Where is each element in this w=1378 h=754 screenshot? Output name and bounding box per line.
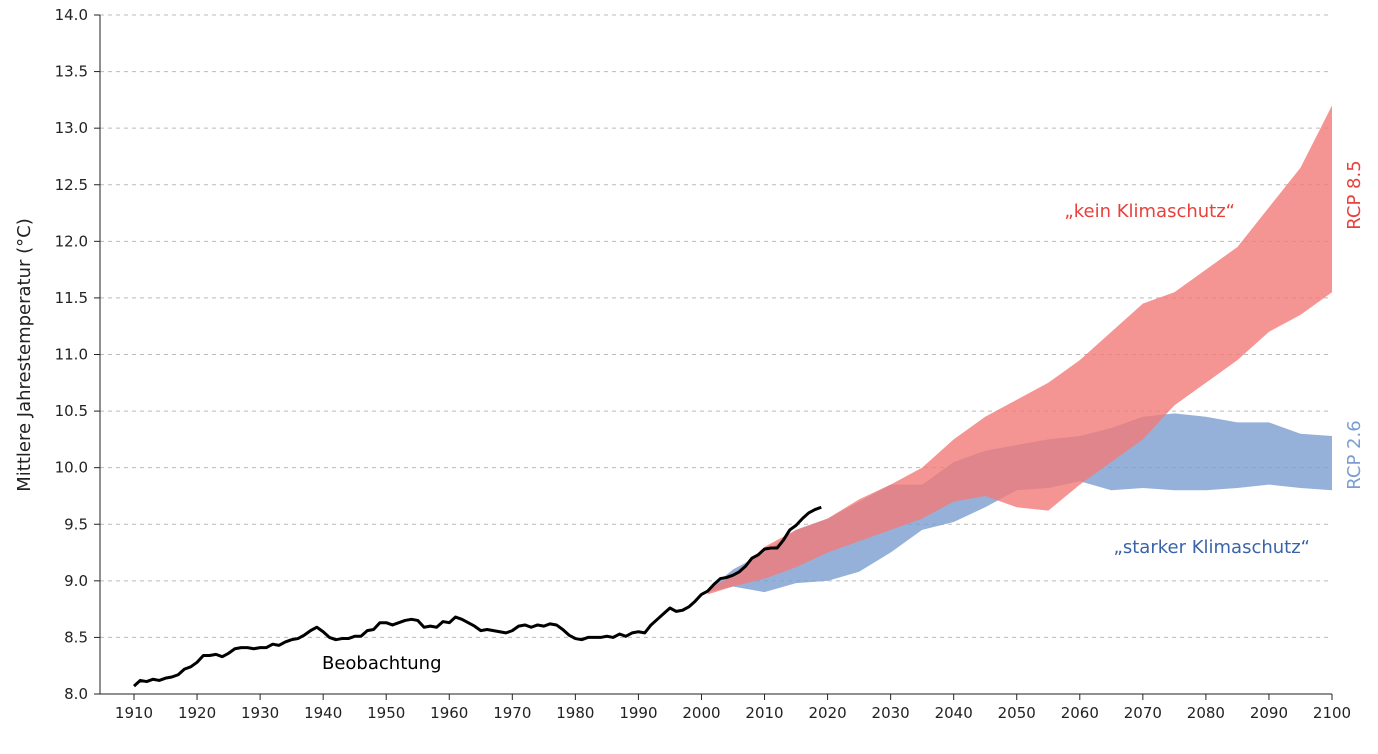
x-tick-label: 1990 [619, 704, 657, 722]
x-tick-label: 2030 [872, 704, 910, 722]
x-tick-label: 2070 [1124, 704, 1162, 722]
y-axis-label: Mittlere Jahrestemperatur (°C) [14, 218, 35, 492]
x-tick-label: 2050 [998, 704, 1036, 722]
y-tick-label: 10.5 [55, 402, 88, 420]
y-tick-label: 13.0 [55, 119, 88, 137]
legend-label: RCP 8.5 [1344, 160, 1365, 229]
x-tick-label: 2060 [1061, 704, 1099, 722]
x-tick-label: 2020 [808, 704, 846, 722]
legend-label: RCP 2.6 [1344, 420, 1365, 489]
y-tick-label: 12.0 [55, 232, 88, 250]
x-tick-label: 1910 [115, 704, 153, 722]
x-tick-label: 1930 [241, 704, 279, 722]
x-tick-label: 1940 [304, 704, 342, 722]
x-tick-label: 2100 [1313, 704, 1351, 722]
x-tick-label: 2000 [682, 704, 720, 722]
y-tick-label: 8.5 [64, 628, 88, 646]
y-tick-label: 8.0 [64, 685, 88, 703]
band [707, 105, 1332, 595]
y-tick-label: 14.0 [55, 6, 88, 24]
x-tick-label: 1950 [367, 704, 405, 722]
y-tick-label: 9.0 [64, 572, 88, 590]
y-tick-label: 13.5 [55, 63, 88, 81]
x-tick-label: 2080 [1187, 704, 1225, 722]
line [132, 505, 822, 688]
band [707, 413, 1332, 593]
annotation: Beobachtung [322, 653, 442, 674]
y-tick-label: 11.5 [55, 289, 88, 307]
x-tick-label: 1980 [556, 704, 594, 722]
y-tick-label: 9.5 [64, 515, 88, 533]
x-tick-label: 1920 [178, 704, 216, 722]
x-tick-label: 2010 [745, 704, 783, 722]
y-tick-label: 10.0 [55, 459, 88, 477]
annotation: „kein Klimaschutz“ [1064, 201, 1235, 222]
x-tick-label: 2090 [1250, 704, 1288, 722]
y-tick-label: 12.5 [55, 176, 88, 194]
x-tick-label: 1970 [493, 704, 531, 722]
annotation: „starker Klimaschutz“ [1114, 537, 1310, 558]
y-tick-label: 11.0 [55, 346, 88, 364]
x-tick-label: 2040 [935, 704, 973, 722]
x-tick-label: 1960 [430, 704, 468, 722]
